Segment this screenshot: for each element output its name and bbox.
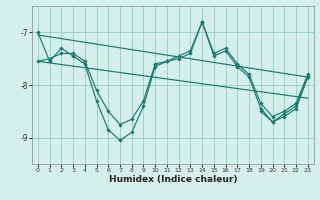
X-axis label: Humidex (Indice chaleur): Humidex (Indice chaleur) bbox=[108, 175, 237, 184]
